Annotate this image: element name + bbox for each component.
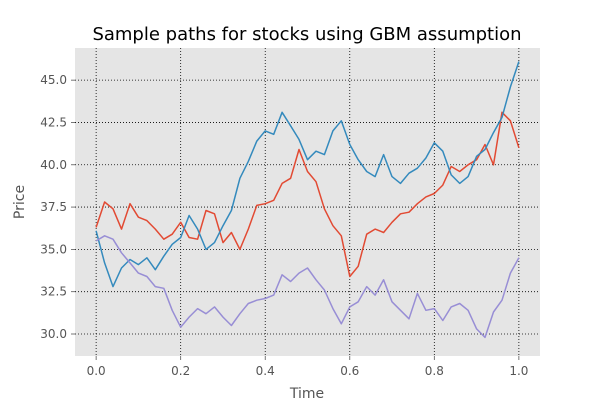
x-tick-label: 0.4 [256,364,275,378]
series-group [95,61,520,339]
series-line-1 [95,111,520,278]
y-tick-label: 45.0 [40,73,67,87]
x-tick-label: 0.6 [340,364,359,378]
x-tick-label: 0.8 [425,364,444,378]
series-line-3 [95,235,520,339]
series-line-2 [95,61,520,288]
chart-title: Sample paths for stocks using GBM assump… [92,24,521,45]
y-tick-label: 30.0 [40,327,67,341]
y-axis-label: Price [12,185,28,219]
y-tick-label: 40.0 [40,158,67,172]
x-tick-label: 0.2 [171,364,190,378]
x-tick-label: 1.0 [509,364,528,378]
ticks: 0.0 0.2 0.4 0.6 0.8 1.0 30.0 32.5 35.0 37.5 40.0 42… [40,73,528,378]
y-tick-label: 35.0 [40,242,67,256]
y-tick-label: 37.5 [40,200,67,214]
x-tick-label: 0.0 [87,364,106,378]
x-axis-label: Time [289,386,324,400]
y-tick-label: 42.5 [40,115,67,129]
y-tick-label: 32.5 [40,285,67,299]
plot-area [75,48,540,356]
grid [75,48,540,356]
